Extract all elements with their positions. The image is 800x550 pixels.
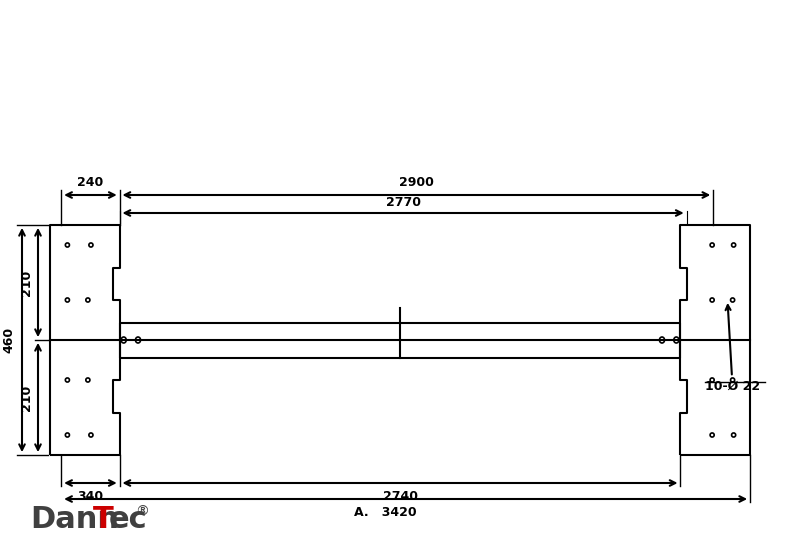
Text: ®: ® [135, 505, 149, 519]
Text: 2740: 2740 [382, 490, 418, 503]
Text: 2770: 2770 [386, 196, 421, 209]
Text: 460: 460 [2, 327, 15, 353]
Text: T: T [93, 505, 114, 535]
Text: Dann: Dann [30, 505, 119, 535]
Text: 340: 340 [78, 490, 103, 503]
Text: 210: 210 [20, 270, 33, 296]
Text: ec: ec [109, 505, 148, 535]
Text: 2900: 2900 [399, 176, 434, 189]
Text: A.   3420: A. 3420 [354, 506, 417, 519]
Text: 10-Ø 22: 10-Ø 22 [705, 305, 760, 393]
Text: 240: 240 [78, 176, 103, 189]
Text: 210: 210 [20, 384, 33, 411]
